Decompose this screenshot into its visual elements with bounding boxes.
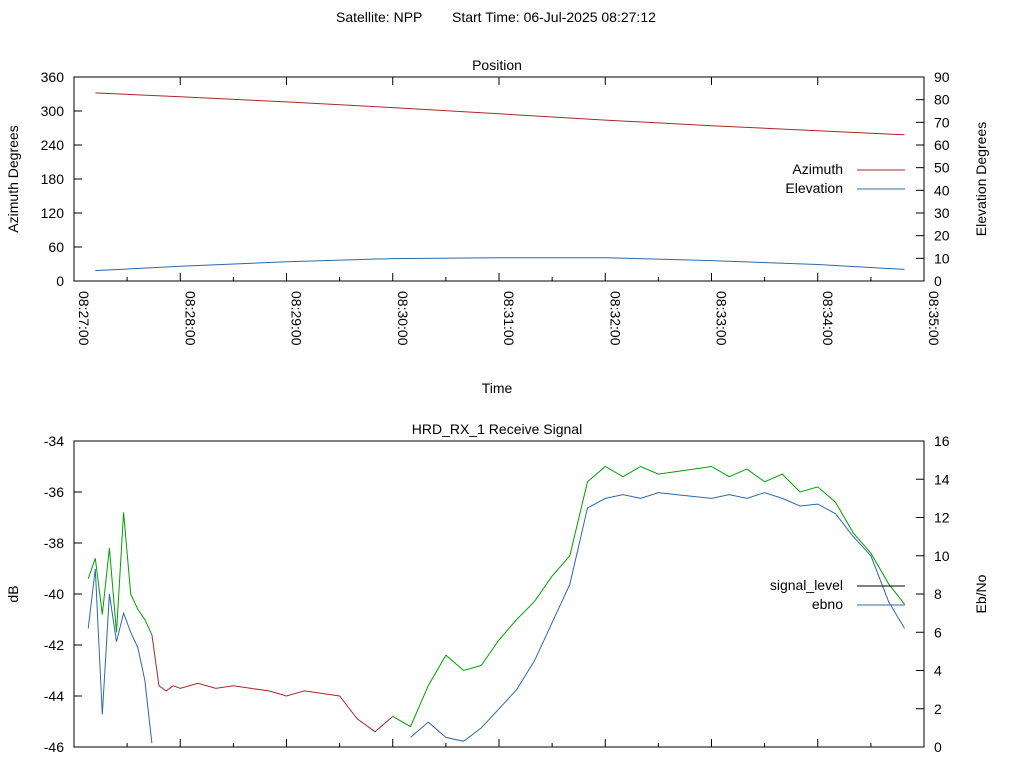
position-y2-tick-label: 40 [934, 182, 950, 198]
series-line-signal-level-high [392, 465, 905, 728]
receive-signal-y2-tick-label: 8 [934, 586, 942, 602]
position-y2-tick-label: 90 [934, 69, 950, 85]
series-line-signal-level-low [151, 634, 394, 733]
position-y2-tick-label: 60 [934, 137, 950, 153]
legend-elevation-label: Elevation [785, 180, 843, 196]
receive-signal-legend: signal_level ebno [770, 577, 905, 612]
position-plot-frame [73, 76, 925, 282]
receive-signal-y-tick-label: -34 [44, 433, 64, 449]
position-x-tick-label: 08:35:00 [926, 291, 942, 346]
position-y-tick-label: 300 [41, 103, 65, 119]
position-y2-tick-label: 70 [934, 114, 950, 130]
legend-azimuth-label: Azimuth [792, 161, 843, 177]
position-y2-tick-label: 20 [934, 228, 950, 244]
receive-signal-y2-axis-label: Eb/No [973, 574, 989, 613]
receive-signal-y2-tick-label: 12 [934, 510, 950, 526]
series-line-ebno [87, 569, 153, 744]
position-x-tick-label: 08:30:00 [395, 291, 411, 346]
position-y-tick-label: 180 [41, 171, 65, 187]
receive-signal-y2-tick-label: 10 [934, 548, 950, 564]
position-y2-tick-label: 10 [934, 250, 950, 266]
position-x-tick-label: 08:32:00 [607, 291, 623, 346]
receive-signal-axes: -34 -36 -38 -40 -42 -44 -46 0 2 4 6 8 10 12 14 16 [44, 433, 950, 755]
position-y-tick-label: 360 [41, 69, 65, 85]
position-y2-tick-label: 80 [934, 92, 950, 108]
receive-signal-y-axis-label: dB [5, 585, 21, 602]
series-line-signal-level-start [87, 512, 153, 636]
position-x-tick-label: 08:28:00 [182, 291, 198, 346]
receive-signal-y2-tick-label: 2 [934, 701, 942, 717]
position-axes: 0 60 120 180 240 300 360 0 10 20 30 40 50 60 70 80 90 08:… [41, 69, 950, 346]
position-chart-title: Position [472, 57, 522, 73]
receive-signal-y-tick-label: -40 [44, 586, 64, 602]
position-y-tick-label: 240 [41, 137, 65, 153]
legend-ebno-label: ebno [812, 596, 843, 612]
receive-signal-y-tick-label: -42 [44, 637, 64, 653]
receive-signal-y2-tick-label: 14 [934, 471, 950, 487]
position-x-axis-label: Time [482, 380, 513, 396]
receive-signal-series [87, 465, 905, 744]
position-y2-tick-label: 0 [934, 273, 942, 289]
satellite-label: Satellite: NPP [336, 9, 422, 25]
receive-signal-chart-title: HRD_RX_1 Receive Signal [412, 421, 582, 437]
series-line-elevation [95, 257, 905, 272]
position-series [95, 92, 905, 272]
receive-signal-y-tick-label: -46 [44, 739, 64, 755]
position-y-tick-label: 0 [56, 273, 64, 289]
series-line-ebno [410, 492, 905, 742]
receive-signal-chart: HRD_RX_1 Receive Signal -34-36-38-40-42-… [5, 421, 989, 755]
position-legend: Azimuth Elevation [785, 161, 905, 196]
position-x-tick-label: 08:29:00 [289, 291, 305, 346]
receive-signal-y2-tick-label: 0 [934, 739, 942, 755]
position-x-tick-label: 08:34:00 [820, 291, 836, 346]
receive-signal-y-tick-label: -36 [44, 484, 64, 500]
receive-signal-plot-frame [73, 440, 925, 748]
legend-signal-level-label: signal_level [770, 577, 843, 593]
position-x-tick-label: 08:33:00 [714, 291, 730, 346]
position-x-tick-label: 08:27:00 [76, 291, 92, 346]
position-y2-tick-label: 30 [934, 205, 950, 221]
receive-signal-y2-tick-label: 6 [934, 624, 942, 640]
position-x-tick-label: 08:31:00 [501, 291, 517, 346]
receive-signal-y-tick-label: -38 [44, 535, 64, 551]
receive-signal-y2-tick-label: 4 [934, 663, 942, 679]
receive-signal-y-tick-label: -44 [44, 688, 64, 704]
position-y2-axis-label: Elevation Degrees [973, 122, 989, 236]
position-chart: Position 0 60 120 180 240 300 360 0 10 20 30 40 50 60… [5, 57, 989, 396]
position-y-axis-label: Azimuth Degrees [5, 125, 21, 232]
series-line-azimuth [95, 92, 905, 136]
receive-signal-y2-tick-label: 16 [934, 433, 950, 449]
start-time-label: Start Time: 06-Jul-2025 08:27:12 [452, 9, 656, 25]
position-y2-tick-label: 50 [934, 160, 950, 176]
position-y-tick-label: 60 [48, 239, 64, 255]
position-y-tick-label: 120 [41, 205, 65, 221]
